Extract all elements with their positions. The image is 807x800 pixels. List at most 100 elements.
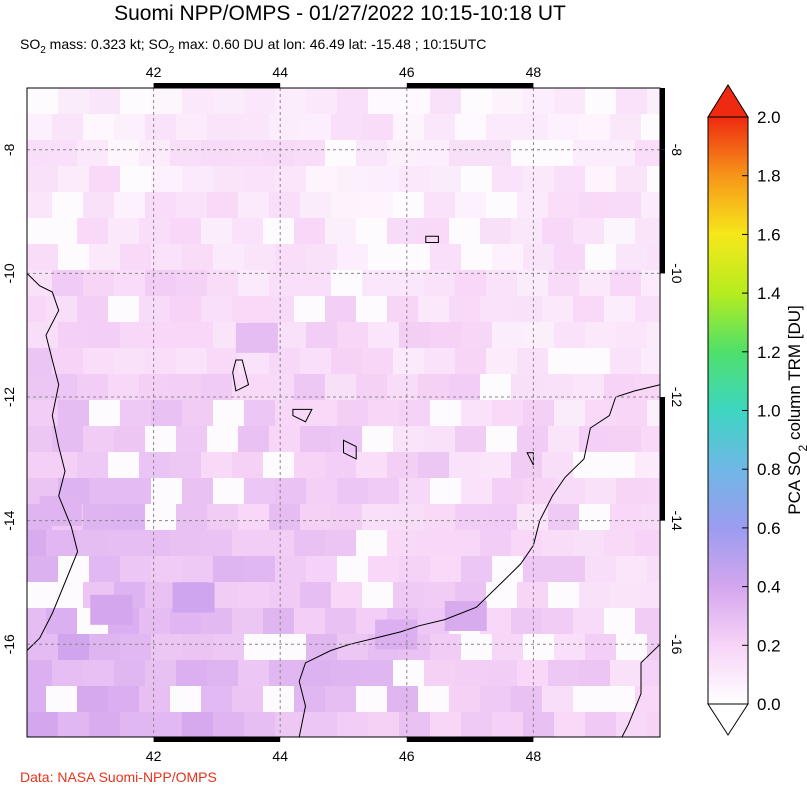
- so2-cell: [399, 400, 431, 427]
- so2-cell: [46, 452, 78, 479]
- so2-cell: [548, 192, 580, 219]
- y-tick-label-right: -14: [669, 511, 685, 531]
- so2-cell: [641, 738, 673, 765]
- chart-title: Suomi NPP/OMPS - 01/27/2022 10:15-10:18 …: [114, 2, 566, 25]
- so2-cell: [616, 244, 648, 271]
- so2-cell: [368, 88, 400, 115]
- coast-madagascar-east: [621, 643, 660, 737]
- so2-cell: [46, 608, 78, 635]
- so2-cell: [573, 530, 605, 557]
- so2-cell: [182, 322, 214, 349]
- y-tick-label-left: -8: [1, 143, 17, 156]
- so2-cell: [306, 634, 338, 661]
- so2-cell: [486, 192, 518, 219]
- so2-cell: [170, 530, 202, 557]
- so2-cell: [139, 140, 171, 167]
- so2-cell: [523, 712, 555, 737]
- so2-cell: [27, 426, 53, 453]
- so2-cell: [424, 114, 456, 141]
- so2-cell: [666, 530, 698, 557]
- so2-cell: [27, 452, 47, 479]
- so2-cell: [523, 244, 555, 271]
- so2-cell: [604, 608, 636, 635]
- so2-cell: [356, 452, 388, 479]
- bottom-scale-bar: [406, 737, 534, 742]
- so2-cell: [554, 244, 586, 271]
- so2-cell: [461, 88, 493, 115]
- so2-cell: [480, 452, 512, 479]
- right-scale-bar-top: [660, 88, 665, 150]
- so2-cell: [331, 426, 363, 453]
- so2-cell: [418, 452, 450, 479]
- so2-cell: [108, 374, 140, 401]
- so2-cell: [213, 244, 245, 271]
- so2-cell: [182, 166, 214, 193]
- so2-cell: [52, 582, 84, 609]
- so2-cell-high: [172, 582, 215, 613]
- so2-cell: [232, 218, 264, 245]
- so2-cell: [616, 478, 648, 505]
- so2-cell: [610, 504, 642, 531]
- so2-cell: [492, 166, 524, 193]
- so2-cell: [511, 296, 543, 323]
- so2-cell: [89, 166, 121, 193]
- so2-cell: [27, 374, 47, 401]
- so2-cell: [238, 738, 270, 765]
- so2-cell: [368, 322, 400, 349]
- so2-cell: [244, 88, 276, 115]
- x-tick-label-bottom: 48: [526, 748, 542, 764]
- so2-cell: [170, 296, 202, 323]
- so2-cell: [430, 400, 462, 427]
- x-tick-label-bottom: 46: [399, 748, 415, 764]
- so2-cell: [573, 374, 605, 401]
- coastlines: [27, 235, 660, 737]
- map-frame: [26, 83, 665, 742]
- so2-cell: [213, 166, 245, 193]
- so2-cell: [523, 88, 555, 115]
- so2-cell: [89, 712, 121, 737]
- so2-cell: [337, 244, 369, 271]
- so2-cell: [89, 400, 121, 427]
- chart-subtitle: SO2 mass: 0.323 kt; SO2 max: 0.60 DU at …: [20, 36, 486, 56]
- so2-cell: [89, 322, 121, 349]
- so2-cell: [368, 400, 400, 427]
- so2-cell: [604, 530, 636, 557]
- so2-cell-high: [235, 322, 278, 353]
- so2-cell: [263, 296, 295, 323]
- so2-cell: [27, 582, 53, 609]
- so2-cell: [58, 634, 90, 661]
- so2-cell: [604, 374, 636, 401]
- so2-cell: [449, 686, 481, 713]
- so2-cell: [356, 530, 388, 557]
- so2-cell: [139, 608, 171, 635]
- so2-cell: [399, 322, 431, 349]
- so2-cell: [523, 322, 555, 349]
- so2-cell: [182, 478, 214, 505]
- so2-cell: [356, 686, 388, 713]
- so2-cell: [108, 686, 140, 713]
- so2-cell: [523, 166, 555, 193]
- so2-cell: [139, 452, 171, 479]
- so2-cell: [201, 296, 233, 323]
- so2-cell: [585, 712, 617, 737]
- colorbar-tick-label: 1.6: [757, 225, 781, 244]
- so2-cell: [548, 660, 580, 687]
- so2-cell: [387, 296, 419, 323]
- so2-cell: [238, 192, 270, 219]
- so2-cell: [356, 218, 388, 245]
- so2-cell: [27, 530, 47, 557]
- so2-cell: [207, 270, 239, 297]
- so2-cell: [145, 192, 177, 219]
- so2-cell: [461, 478, 493, 505]
- so2-cell: [300, 270, 332, 297]
- so2-cell: [238, 582, 270, 609]
- colorbar-tick-label: 0.8: [757, 460, 781, 479]
- so2-cell: [325, 686, 357, 713]
- so2-cell: [331, 504, 363, 531]
- so2-cell: [523, 634, 555, 661]
- so2-cell: [170, 218, 202, 245]
- so2-cell: [170, 452, 202, 479]
- so2-cell: [393, 504, 425, 531]
- so2-cell: [120, 166, 152, 193]
- so2-cell: [52, 738, 84, 765]
